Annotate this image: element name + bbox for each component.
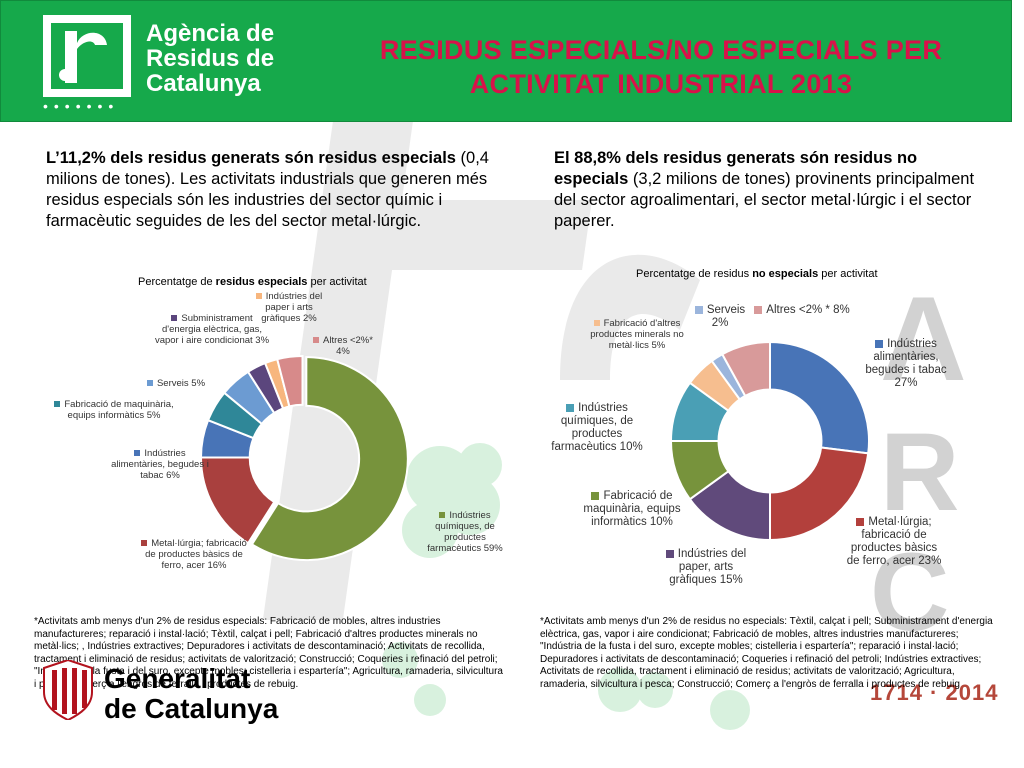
donut-chart-residus-especials xyxy=(199,354,409,562)
anniversary-mark: 1714 · 2014 xyxy=(870,680,999,705)
watermark-letter-r: R xyxy=(880,411,959,534)
left-label-energy: Subministrament d'energia elèctrica, gas… xyxy=(154,313,270,346)
donut-slice-0 xyxy=(250,356,409,562)
right-footnote: *Activitats amb menys d'un 2% de residus… xyxy=(540,616,993,690)
right-label-serveis: Serveis 2% xyxy=(690,304,750,330)
left-label-quimiques: Indústries químiques, de productes farma… xyxy=(427,510,503,554)
donut-slice-7 xyxy=(720,340,771,398)
page-title: RESIDUS ESPECIALS/NO ESPECIALS PER ACTIV… xyxy=(379,35,943,99)
left-label-alimentaries: Indústries alimentàries, begudes i tabac… xyxy=(111,448,209,481)
agency-name: Agència de Residus de Catalunya xyxy=(146,20,275,97)
right-label-quimiques: Indústries químiques, de productes farma… xyxy=(551,402,643,453)
donut-slice-7 xyxy=(276,354,304,408)
watermark-letter-a: A xyxy=(880,272,967,406)
header-banner: ••••••• Agència de Residus de Catalunya … xyxy=(0,0,1012,122)
generalitat-name: Generalitat de Catalunya xyxy=(104,663,279,724)
left-intro: L’11,2% dels residus generats són residu… xyxy=(46,149,489,230)
left-label-paper: Indústries del paper i arts gràfiques 2% xyxy=(248,291,330,324)
left-label-metallurgia: Metal·lúrgia; fabricació de productes bà… xyxy=(138,538,250,571)
left-label-maquinaria: Fabricació de maquinària, equips informà… xyxy=(54,399,174,421)
left-footnote: *Activitats amb menys d'un 2% de residus… xyxy=(34,616,503,690)
left-chart-title: Percentatge de residus especials per act… xyxy=(138,276,367,288)
donut-slice-1 xyxy=(769,446,870,542)
generalitat-shield-icon xyxy=(40,658,96,725)
right-label-metallurgia: Metal·lúrgia; fabricació de productes bà… xyxy=(846,516,942,567)
left-label-altres: Altres <2%* 4% xyxy=(305,335,381,357)
left-label-serveis: Serveis 5% xyxy=(146,378,206,389)
right-chart-title: Percentatge de residus no especials per … xyxy=(636,268,878,280)
donut-chart-residus-no-especials xyxy=(669,340,870,542)
right-label-maquinaria: Fabricació de maquinària, equips informà… xyxy=(583,490,681,528)
donut-slice-0 xyxy=(769,340,870,455)
right-label-alimentaries: Indústries alimentàries, begudes i tabac… xyxy=(865,338,947,389)
right-label-paper: Indústries del paper, arts gràfiques 15% xyxy=(656,548,756,587)
right-label-minerals: Fabricació d'altres productes minerals n… xyxy=(590,318,684,351)
right-label-altres: Altres <2% * 8% xyxy=(752,304,852,317)
right-intro: El 88,8% dels residus generats són resid… xyxy=(554,149,975,230)
watermark-letter-c: C xyxy=(870,531,949,654)
logo-dots-icon: ••••••• xyxy=(43,98,120,114)
arc-logo-icon xyxy=(43,15,131,97)
